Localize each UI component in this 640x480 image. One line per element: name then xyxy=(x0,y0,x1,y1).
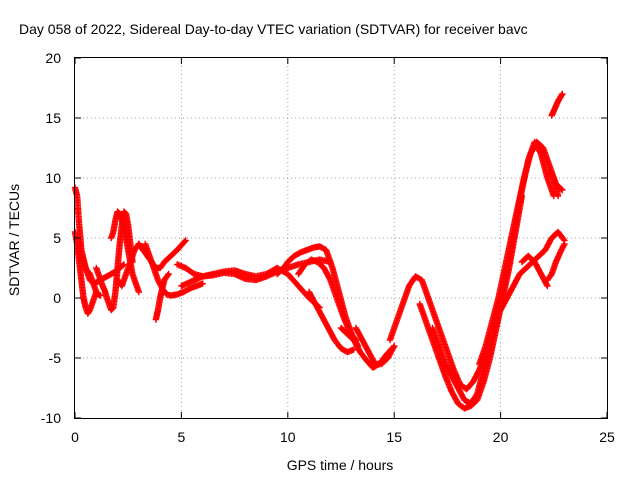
plot-frame xyxy=(74,57,608,419)
series-arc-26 xyxy=(546,168,562,200)
y-tick-label: 15 xyxy=(45,110,61,126)
series-arc-2 xyxy=(71,228,100,317)
series-arc-17 xyxy=(386,273,489,393)
y-tick-label: 10 xyxy=(45,170,61,186)
data-point xyxy=(390,344,397,351)
y-tick-label: 5 xyxy=(53,230,61,246)
data-point xyxy=(182,237,189,244)
axis-ticks xyxy=(74,57,608,419)
data-point xyxy=(165,270,172,278)
data-point xyxy=(135,288,143,296)
series-arc-9 xyxy=(152,270,172,323)
y-tick-label: 20 xyxy=(45,50,61,66)
data-point xyxy=(544,282,551,290)
data-point xyxy=(561,240,568,248)
series-arc-21 xyxy=(486,138,557,350)
data-point xyxy=(554,192,562,200)
data-point xyxy=(543,281,550,288)
data-point xyxy=(164,272,171,279)
series-arc-11 xyxy=(178,264,323,311)
y-tick-labels: -10 -5 0 5 10 15 20 xyxy=(41,50,61,426)
x-tick-label: 15 xyxy=(386,429,402,445)
series-arc-25 xyxy=(548,90,566,119)
series-arc-3 xyxy=(78,252,104,299)
y-tick-label: -5 xyxy=(49,350,62,366)
y-tick-label: 0 xyxy=(53,290,61,306)
series-arc-16 xyxy=(352,324,398,368)
x-tick-label: 0 xyxy=(71,429,79,445)
data-point xyxy=(559,186,566,194)
data-point xyxy=(558,92,565,99)
y-axis-label: SDTVAR / TECUs xyxy=(6,184,22,296)
series-arc-13 xyxy=(295,256,360,344)
data-point xyxy=(559,90,566,98)
series-arc-14 xyxy=(305,288,357,356)
x-tick-labels: 0 5 10 15 20 25 xyxy=(71,429,615,445)
data-point xyxy=(97,292,104,299)
data-point xyxy=(181,238,188,245)
data-point xyxy=(560,242,567,249)
y-tick-label: -10 xyxy=(41,410,61,426)
x-tick-label: 25 xyxy=(599,429,615,445)
data-point xyxy=(560,236,567,243)
series-arc-24 xyxy=(544,240,568,284)
x-tick-label: 20 xyxy=(493,429,509,445)
series-arc-23 xyxy=(518,252,551,290)
data-point xyxy=(391,342,398,350)
x-axis-label: GPS time / hours xyxy=(287,457,394,473)
x-tick-label: 5 xyxy=(178,429,186,445)
series-arc-5 xyxy=(107,208,143,296)
data-point xyxy=(199,280,206,287)
grid-lines xyxy=(75,58,607,418)
data-points xyxy=(71,90,568,412)
x-tick-label: 10 xyxy=(280,429,296,445)
chart-title: Day 058 of 2022, Sidereal Day-to-day VTE… xyxy=(19,21,528,37)
